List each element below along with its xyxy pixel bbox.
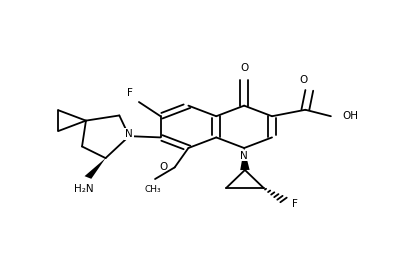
Text: O: O [240, 63, 248, 73]
Text: F: F [127, 88, 133, 98]
Text: OH: OH [343, 111, 359, 121]
Text: N: N [240, 150, 248, 161]
Text: O: O [159, 162, 168, 172]
Text: F: F [293, 199, 298, 209]
Polygon shape [240, 148, 250, 170]
Text: H₂N: H₂N [74, 184, 94, 194]
Text: CH₃: CH₃ [145, 185, 161, 194]
Text: O: O [299, 75, 308, 85]
Polygon shape [84, 158, 105, 179]
Text: N: N [125, 129, 133, 139]
